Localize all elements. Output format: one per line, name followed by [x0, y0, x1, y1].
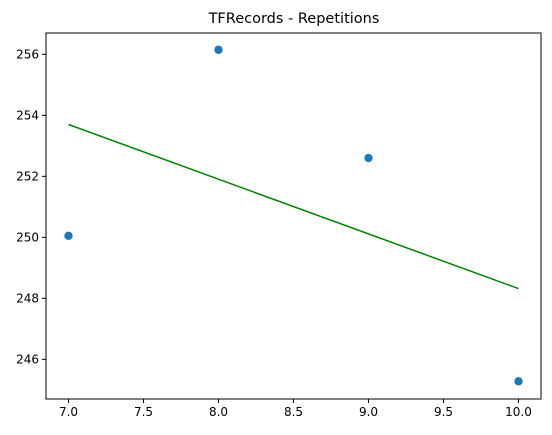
scatter-points-layer	[64, 45, 523, 386]
y-tick-label: 250	[16, 230, 39, 244]
fit-line-layer	[68, 123, 519, 290]
scatter-point	[364, 153, 373, 163]
x-tick-label: 9.0	[359, 405, 378, 419]
x-tick-label: 9.5	[434, 405, 453, 419]
x-tick-label: 8.5	[284, 405, 303, 419]
y-axis: 246 248 250 252 254 256	[16, 47, 46, 366]
fit-line	[68, 123, 519, 290]
y-tick-label: 256	[16, 47, 39, 61]
x-axis: 7.0 7.5 8.0 8.5 9.0 9.5 10.0	[59, 399, 532, 419]
scatter-point	[64, 231, 73, 241]
x-tick-label: 7.5	[134, 405, 153, 419]
y-tick-label: 252	[16, 169, 39, 183]
x-tick-label: 8.0	[209, 405, 228, 419]
scatter-point	[514, 377, 523, 386]
chart-title: TFRecords - Repetitions	[208, 11, 380, 27]
x-tick-label: 7.0	[59, 405, 78, 419]
scatter-point	[214, 45, 223, 54]
x-tick-label: 10.0	[505, 405, 532, 419]
plot-area	[45, 32, 542, 400]
y-tick-label: 254	[16, 108, 39, 122]
y-tick-label: 246	[16, 352, 39, 366]
y-tick-label: 248	[16, 291, 39, 305]
